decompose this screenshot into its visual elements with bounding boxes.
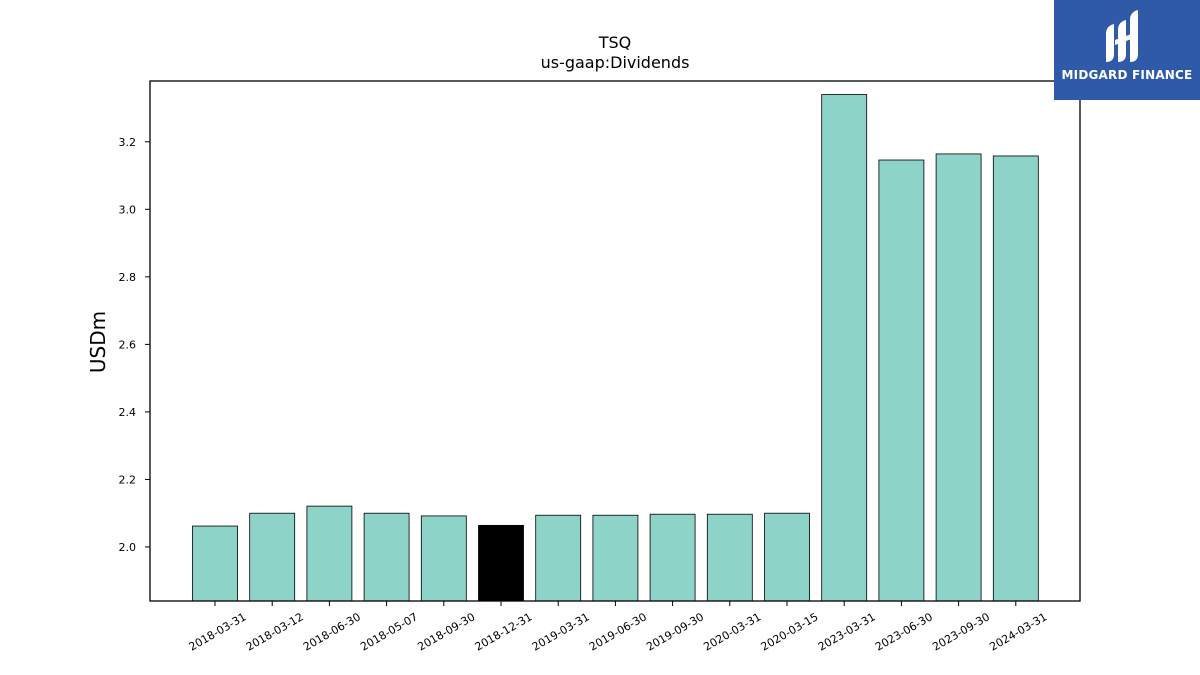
chart-subtitle: us-gaap:Dividends bbox=[541, 53, 690, 72]
x-tick-label: 2023-09-30 bbox=[930, 610, 992, 653]
plot-frame bbox=[149, 80, 1081, 602]
bars-group bbox=[192, 94, 1039, 602]
x-tick-label: 2019-03-31 bbox=[530, 610, 592, 653]
bar-2023-03-31 bbox=[821, 94, 868, 602]
bar-2018-12-31 bbox=[478, 524, 524, 602]
y-tick-label: 2.2 bbox=[119, 473, 137, 486]
x-tick-label: 2018-03-31 bbox=[187, 610, 249, 653]
x-tick-label: 2019-09-30 bbox=[644, 610, 706, 653]
x-tick-label: 2018-06-30 bbox=[301, 610, 363, 653]
y-tick-label: 2.6 bbox=[119, 338, 137, 351]
bar-2018-06-30 bbox=[306, 505, 353, 602]
x-tick-label: 2018-03-12 bbox=[244, 610, 306, 653]
x-tick-label: 2024-03-31 bbox=[987, 610, 1049, 653]
y-axis: 2.0 2.2 2.4 2.6 2.8 3.0 3.2 bbox=[119, 136, 150, 554]
x-tick-label: 2020-03-15 bbox=[759, 610, 821, 653]
x-tick-label: 2023-06-30 bbox=[873, 610, 935, 653]
bar-2019-03-31 bbox=[535, 514, 582, 602]
bar-2020-03-15 bbox=[764, 512, 810, 602]
y-tick-label: 3.2 bbox=[119, 136, 137, 149]
y-axis-label: USDm bbox=[86, 311, 110, 373]
x-tick-label: 2023-03-31 bbox=[816, 610, 878, 653]
bar-2023-06-30 bbox=[878, 159, 925, 602]
bar-2024-03-31 bbox=[992, 155, 1039, 602]
x-axis: 2018-03-312018-03-122018-06-302018-05-07… bbox=[187, 601, 1049, 654]
bar-2019-06-30 bbox=[592, 514, 639, 602]
bar-2018-09-30 bbox=[420, 515, 467, 602]
bar-2018-03-31 bbox=[192, 525, 238, 602]
chart-title: TSQ bbox=[598, 33, 632, 52]
y-tick-label: 3.0 bbox=[119, 203, 137, 216]
y-tick-label: 2.0 bbox=[119, 541, 137, 554]
bar-2023-09-30 bbox=[935, 153, 982, 602]
x-tick-label: 2018-12-31 bbox=[473, 610, 535, 653]
x-tick-label: 2019-06-30 bbox=[587, 610, 649, 653]
bar-2018-03-12 bbox=[249, 512, 296, 602]
bar-2018-05-07 bbox=[363, 512, 410, 602]
brand-logo-text: MIDGARD FINANCE bbox=[1061, 68, 1193, 82]
x-tick-label: 2018-05-07 bbox=[358, 610, 420, 653]
bar-2019-09-30 bbox=[649, 513, 696, 602]
x-tick-label: 2018-09-30 bbox=[415, 610, 477, 653]
y-tick-label: 2.8 bbox=[119, 271, 137, 284]
bar-2020-03-31 bbox=[706, 513, 753, 602]
x-tick-label: 2020-03-31 bbox=[701, 610, 763, 653]
brand-logo: MIDGARD FINANCE bbox=[1054, 0, 1200, 100]
y-tick-label: 2.4 bbox=[119, 406, 137, 419]
logo-mark-icon bbox=[1106, 10, 1138, 62]
